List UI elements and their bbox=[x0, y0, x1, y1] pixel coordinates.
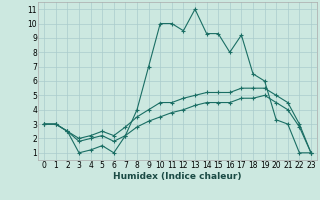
X-axis label: Humidex (Indice chaleur): Humidex (Indice chaleur) bbox=[113, 172, 242, 181]
